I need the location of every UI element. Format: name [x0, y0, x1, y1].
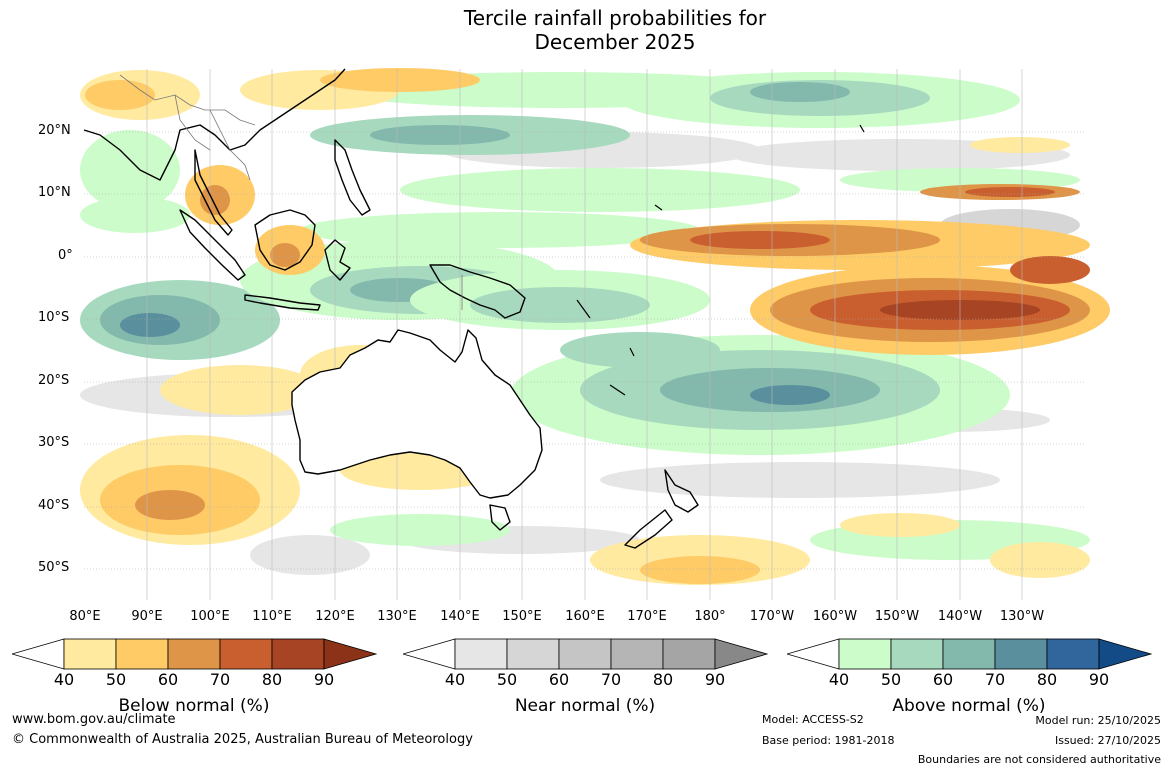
- issued-text: Issued: 27/10/2025: [1054, 734, 1161, 747]
- malay-peninsula-coastline: [194, 149, 233, 236]
- model-text: Model: ACCESS-S2: [762, 713, 864, 726]
- colorbar-tick: 50: [880, 670, 902, 689]
- australia-coastline: [291, 329, 543, 499]
- sulawesi-coastline: [324, 239, 351, 281]
- philippines-coastline: [334, 139, 371, 216]
- colorbar-segment: [454, 638, 508, 670]
- below-normal-colorbar: [12, 637, 377, 671]
- lon-label: 180°: [694, 609, 726, 624]
- lat-label: 10°N: [38, 185, 71, 200]
- colorbar-tick: 80: [652, 670, 674, 689]
- coastlines: [83, 68, 699, 549]
- colorbar-tick: 60: [157, 670, 179, 689]
- colorbar-tick: 70: [600, 670, 622, 689]
- colorbar-segment: [115, 638, 169, 670]
- colorbar-segment: [506, 638, 560, 670]
- lon-label: 170°W: [749, 609, 795, 624]
- near-normal-colorbar: [403, 637, 768, 671]
- country-borders: [119, 74, 463, 310]
- tasmania-coastline: [489, 504, 511, 531]
- new-zealand-south-coastline: [624, 509, 673, 549]
- colorbar-max-triangle: [714, 638, 768, 670]
- new-guinea-coastline: [429, 264, 526, 319]
- base-period-text: Base period: 1981-2018: [762, 734, 895, 747]
- meridians: [146, 69, 1023, 600]
- lon-label: 80°E: [69, 609, 101, 624]
- colorbar-max-triangle: [1098, 638, 1152, 670]
- lon-label: 170°E: [627, 609, 667, 624]
- colorbar-tick: 50: [105, 670, 127, 689]
- near-normal-label: Near normal (%): [514, 696, 656, 716]
- title-line-2: December 2025: [534, 30, 696, 54]
- lon-label: 140°E: [440, 609, 480, 624]
- colorbar-tick: 90: [313, 670, 335, 689]
- above-normal-colorbar: [787, 637, 1152, 671]
- colorbar-tick: 60: [932, 670, 954, 689]
- colorbar-tick: 70: [209, 670, 231, 689]
- colorbar-tick: 90: [704, 670, 726, 689]
- colorbar-tick: 90: [1088, 670, 1110, 689]
- colorbar-segment: [994, 638, 1048, 670]
- colorbar-segment: [610, 638, 664, 670]
- lat-label: 30°S: [38, 435, 70, 450]
- below-normal-label: Below normal (%): [118, 696, 270, 716]
- lat-label: 0°: [58, 248, 73, 263]
- copyright-text: © Commonwealth of Australia 2025, Austra…: [12, 732, 473, 747]
- lat-label: 20°N: [38, 123, 71, 138]
- colorbar-segment: [219, 638, 273, 670]
- lon-label: 160°E: [565, 609, 605, 624]
- asia-coastline: [83, 68, 346, 181]
- pacific-islands: [576, 124, 865, 396]
- colorbar-tick: 40: [828, 670, 850, 689]
- colorbar-tick: 40: [444, 670, 466, 689]
- lat-label: 40°S: [38, 498, 70, 513]
- lon-label: 160°W: [812, 609, 858, 624]
- above-normal-label: Above normal (%): [892, 696, 1046, 716]
- sumatra-coastline: [179, 209, 246, 281]
- colorbar-tick: 50: [496, 670, 518, 689]
- colorbar-min-triangle: [12, 638, 65, 670]
- borneo-coastline: [254, 209, 316, 271]
- title-line-1: Tercile rainfall probabilities for: [463, 6, 767, 30]
- lon-label: 140°W: [937, 609, 983, 624]
- colorbar-tick: 80: [1036, 670, 1058, 689]
- colorbar-tick: 70: [984, 670, 1006, 689]
- colorbar-tick: 40: [53, 670, 75, 689]
- lon-label: 110°E: [252, 609, 292, 624]
- colorbar-segment: [558, 638, 612, 670]
- disclaimer-text: Boundaries are not considered authoritat…: [917, 753, 1161, 766]
- lon-label: 150°E: [502, 609, 542, 624]
- lat-label: 50°S: [38, 560, 70, 575]
- colorbar-segment: [838, 638, 892, 670]
- lon-label: 130°E: [377, 609, 417, 624]
- colorbar-min-triangle: [787, 638, 840, 670]
- website-link[interactable]: www.bom.gov.au/climate: [12, 712, 176, 727]
- colorbar-segment: [167, 638, 221, 670]
- lon-label: 100°E: [190, 609, 230, 624]
- new-zealand-north-coastline: [664, 469, 699, 513]
- colorbar-segment: [662, 638, 716, 670]
- colorbar-tick: 60: [548, 670, 570, 689]
- colorbar-min-triangle: [403, 638, 456, 670]
- colorbar-segment: [1046, 638, 1100, 670]
- colorbar-segment: [890, 638, 944, 670]
- lat-label: 10°S: [38, 310, 70, 325]
- lat-label: 20°S: [38, 373, 70, 388]
- lon-label: 90°E: [131, 609, 163, 624]
- colorbar-max-triangle: [323, 638, 377, 670]
- colorbar-tick: 80: [261, 670, 283, 689]
- model-run-text: Model run: 25/10/2025: [1035, 714, 1161, 727]
- lon-label: 120°E: [315, 609, 355, 624]
- graticule: [84, 131, 1085, 570]
- colorbar-segment: [63, 638, 117, 670]
- lon-label: 130°W: [999, 609, 1045, 624]
- colorbar-segment: [271, 638, 325, 670]
- colorbar-segment: [942, 638, 996, 670]
- java-coastline: [244, 294, 321, 311]
- map-title: Tercile rainfall probabilities for Decem…: [0, 6, 1173, 54]
- lon-label: 150°W: [874, 609, 920, 624]
